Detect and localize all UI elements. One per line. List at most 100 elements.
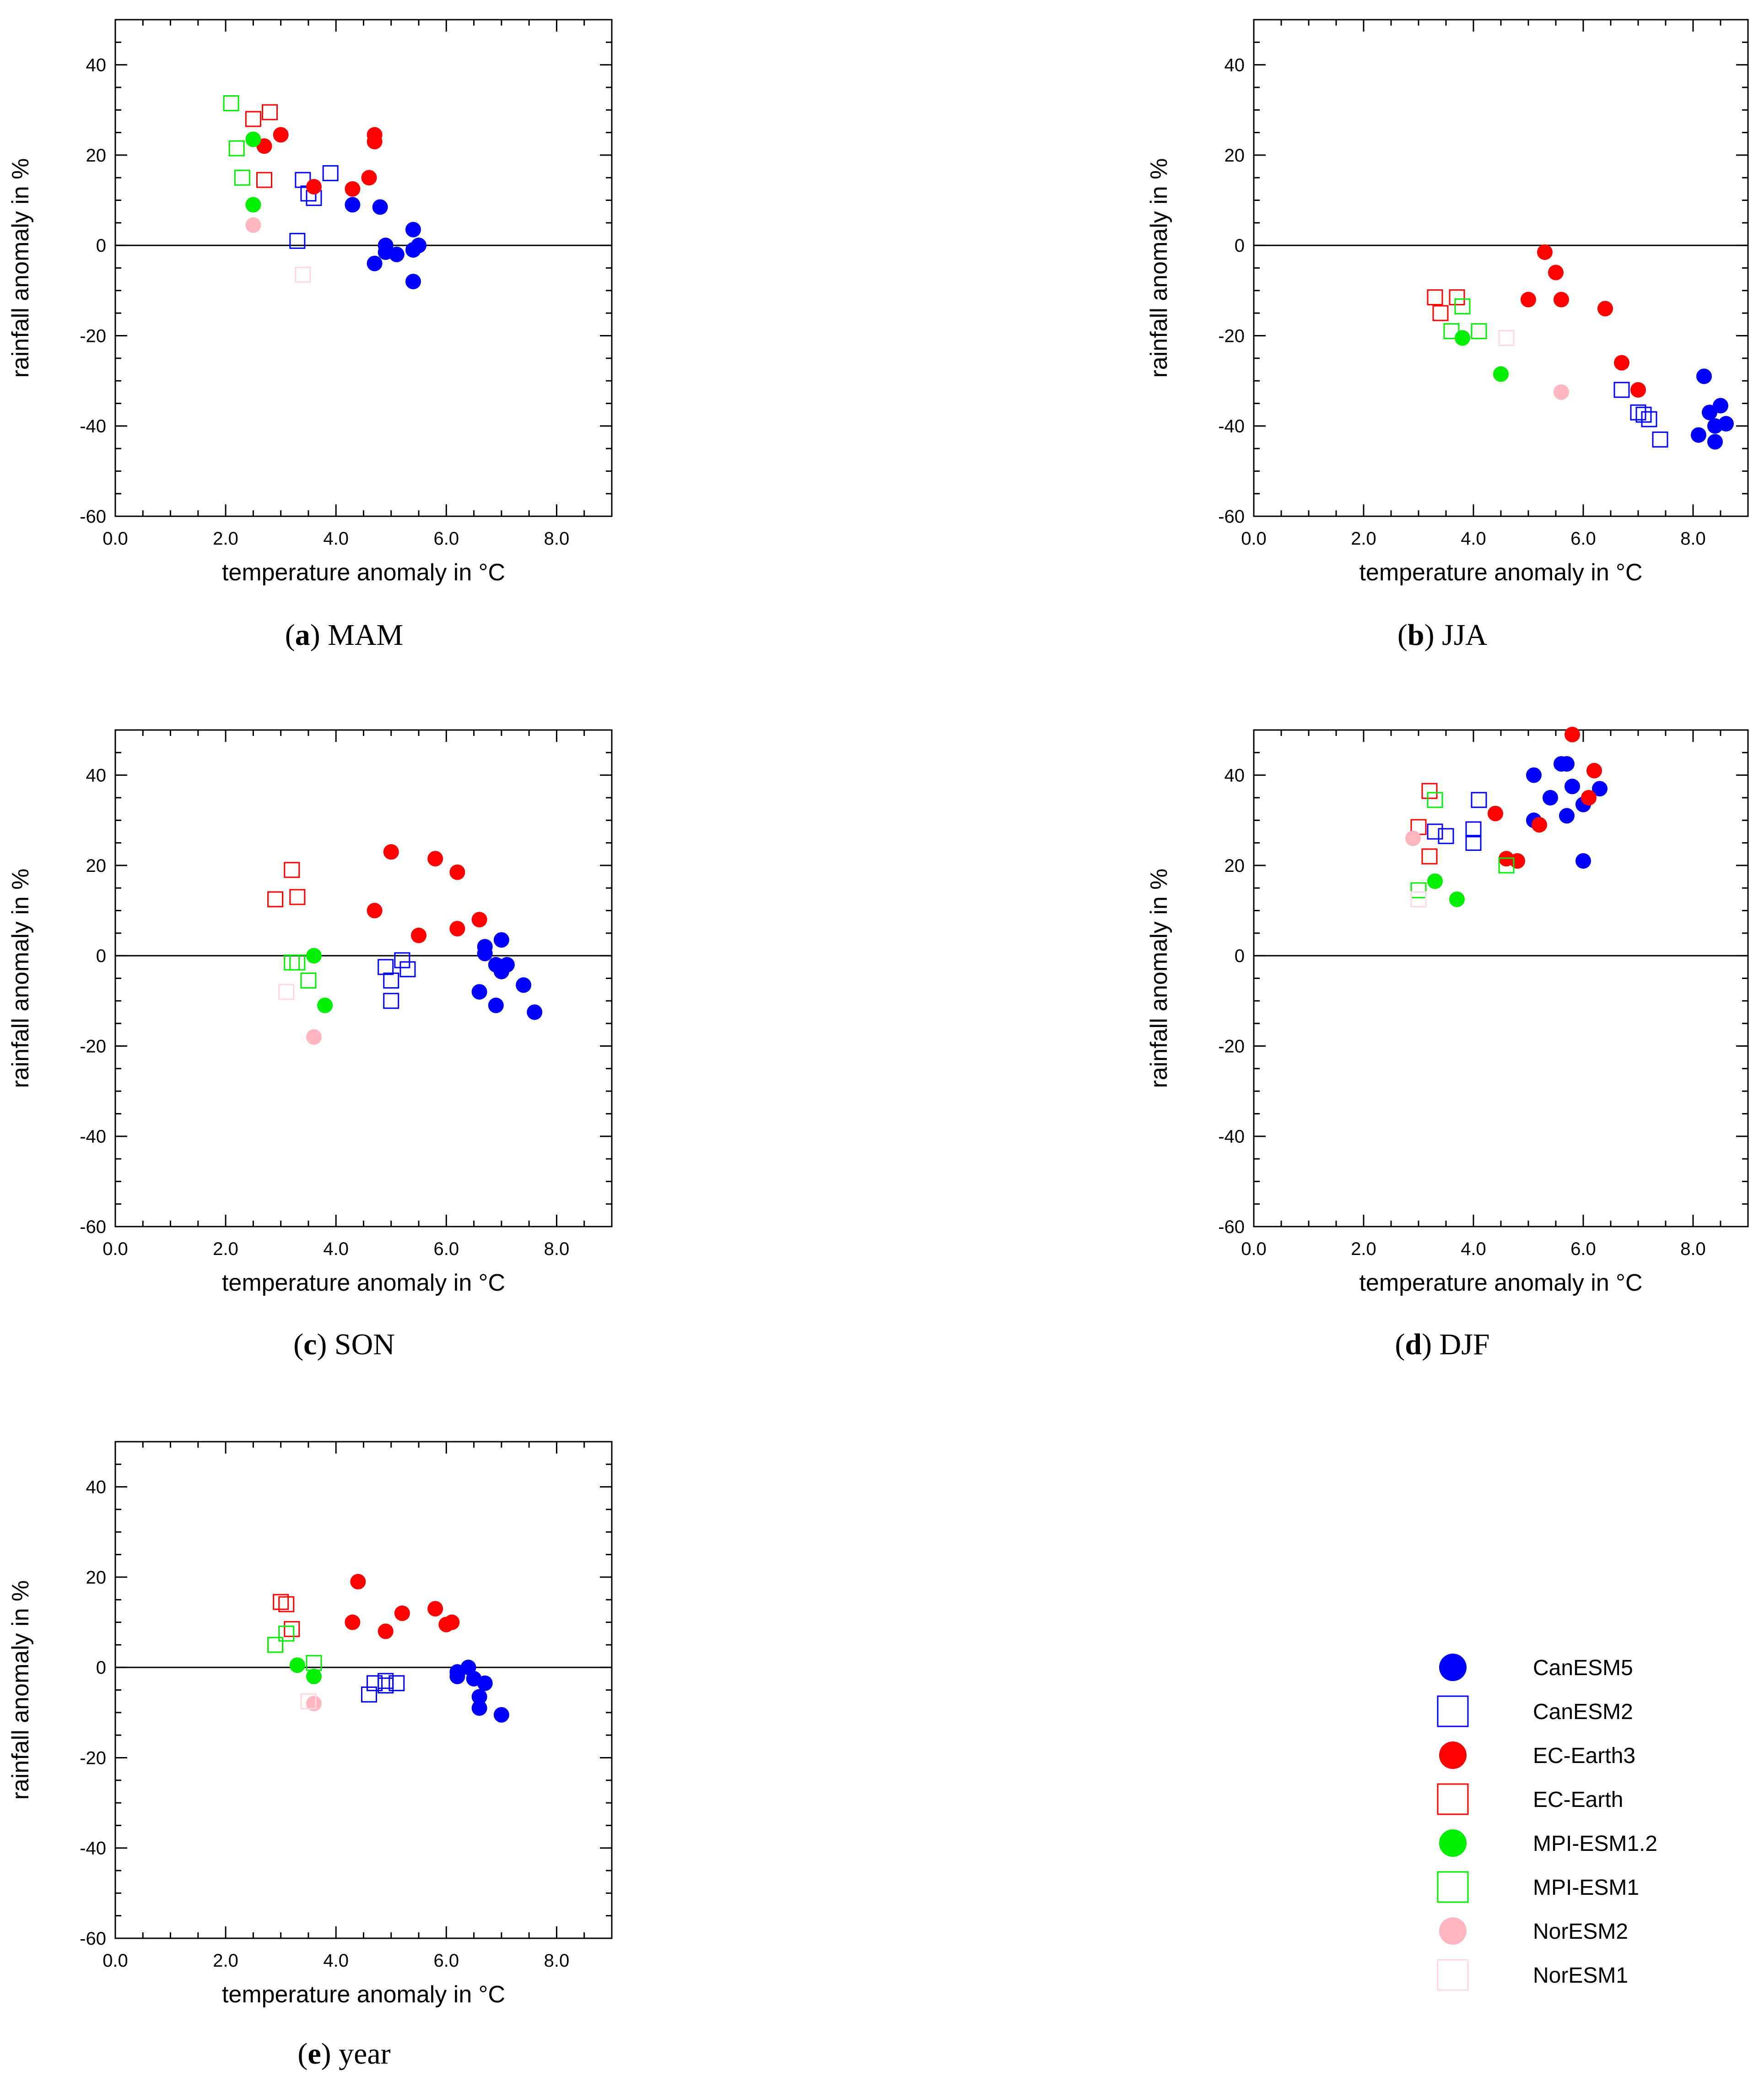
series-NorESM2: [245, 217, 261, 233]
y-tick-label: -40: [1218, 416, 1245, 437]
x-tick-label: 0.0: [102, 1239, 128, 1259]
series-EC-Earth: [273, 1594, 300, 1637]
data-point: [388, 1675, 405, 1692]
data-point: [1427, 289, 1443, 306]
data-point: [394, 952, 410, 968]
data-point: [245, 111, 261, 127]
x-tick-label: 6.0: [434, 1239, 459, 1259]
data-point: [1410, 882, 1427, 898]
series-EC-Earth3: [345, 1574, 460, 1639]
data-point: [273, 1594, 289, 1610]
x-tick-label: 0.0: [102, 529, 128, 549]
data-point: [1449, 891, 1465, 907]
y-axis-label: rainfall anomaly in %: [1146, 869, 1172, 1088]
legend-symbol: [1439, 1741, 1467, 1769]
x-tick-label: 8.0: [544, 1239, 570, 1259]
data-point: [1410, 891, 1427, 908]
series-CanESM5: [345, 197, 427, 290]
legend-marker: [1437, 1695, 1469, 1727]
data-point: [1465, 835, 1482, 851]
data-point: [1532, 817, 1547, 833]
series-MPI-ESM1.2: [245, 131, 261, 213]
data-point: [1537, 244, 1553, 260]
data-point: [300, 972, 317, 989]
data-point: [1421, 848, 1438, 865]
data-point: [383, 844, 399, 860]
series-MPI-ESM1.2: [289, 1657, 322, 1684]
series-EC-Earth3: [256, 127, 383, 197]
data-point: [1564, 779, 1580, 795]
data-point: [1554, 384, 1569, 400]
plot-frame: [1253, 19, 1749, 517]
x-tick-label: 6.0: [1570, 1239, 1596, 1259]
data-point: [1427, 873, 1443, 889]
y-tick-label: 40: [86, 1477, 107, 1498]
legend-symbol: [1439, 1829, 1467, 1857]
data-point: [300, 1693, 317, 1709]
y-tick-label: 20: [86, 1568, 107, 1588]
y-tick-label: -40: [1218, 1127, 1245, 1147]
data-point: [1564, 726, 1580, 742]
series-CanESM2: [289, 165, 339, 249]
legend-label: NorESM1: [1533, 1963, 1629, 1988]
series-CanESM5: [449, 1660, 509, 1723]
data-point: [345, 181, 361, 197]
data-point: [1641, 411, 1657, 427]
data-point: [1471, 792, 1487, 808]
data-point: [383, 972, 399, 989]
data-point: [411, 238, 427, 254]
y-tick-label: 0: [1235, 236, 1245, 256]
x-tick-label: 4.0: [1461, 529, 1486, 549]
data-point: [427, 851, 443, 867]
legend-marker: [1439, 1741, 1467, 1769]
x-axis-label: temperature anomaly in °C: [222, 559, 505, 586]
data-point: [1630, 382, 1646, 398]
data-point: [345, 1614, 361, 1630]
data-point: [378, 1677, 394, 1694]
data-point: [378, 959, 394, 975]
data-point: [1543, 790, 1558, 806]
y-tick-label: 40: [86, 766, 107, 786]
data-point: [1421, 783, 1438, 799]
data-point: [411, 927, 427, 943]
data-point: [388, 246, 405, 262]
legend-item: EC-Earth: [1400, 1777, 1721, 1821]
x-tick-label: 8.0: [544, 1951, 570, 1971]
legend-symbol: [1437, 1871, 1469, 1903]
series-CanESM2: [1613, 382, 1668, 448]
y-tick-label: -60: [1218, 507, 1245, 527]
data-point: [295, 266, 311, 283]
data-point: [306, 1655, 322, 1671]
series-NorESM1: [1410, 891, 1427, 908]
series-NorESM1: [300, 1693, 317, 1709]
x-axis-label: temperature anomaly in °C: [222, 1981, 505, 2008]
data-point: [278, 984, 295, 1000]
data-point: [427, 1601, 443, 1617]
data-point: [477, 1675, 493, 1691]
x-tick-label: 0.0: [1241, 1239, 1267, 1259]
x-tick-label: 4.0: [323, 1239, 349, 1259]
series-NorESM2: [1405, 830, 1421, 846]
legend-symbol: [1437, 1959, 1469, 1991]
y-tick-label: -20: [80, 326, 106, 346]
plot-frame: [114, 729, 613, 1228]
data-point: [361, 170, 377, 186]
data-point: [1510, 853, 1525, 869]
y-tick-label: 40: [86, 55, 107, 76]
y-axis-label: rainfall anomaly in %: [7, 1580, 34, 1800]
data-point: [322, 165, 339, 181]
x-tick-label: 2.0: [213, 529, 238, 549]
series-MPI-ESM1: [1443, 298, 1487, 340]
data-point: [228, 140, 245, 157]
data-point: [278, 1596, 295, 1612]
data-point: [1465, 821, 1482, 838]
y-axis-label: rainfall anomaly in %: [7, 869, 34, 1088]
legend-symbol: [1437, 1695, 1469, 1727]
y-tick-label: 0: [96, 1658, 106, 1678]
legend-marker: [1439, 1829, 1467, 1857]
data-point: [1427, 823, 1443, 840]
legend: CanESM5 CanESM2 EC-Earth3 EC-Earth MPI-E…: [1400, 1645, 1721, 1997]
data-point: [471, 984, 487, 1000]
data-point: [1614, 355, 1629, 371]
